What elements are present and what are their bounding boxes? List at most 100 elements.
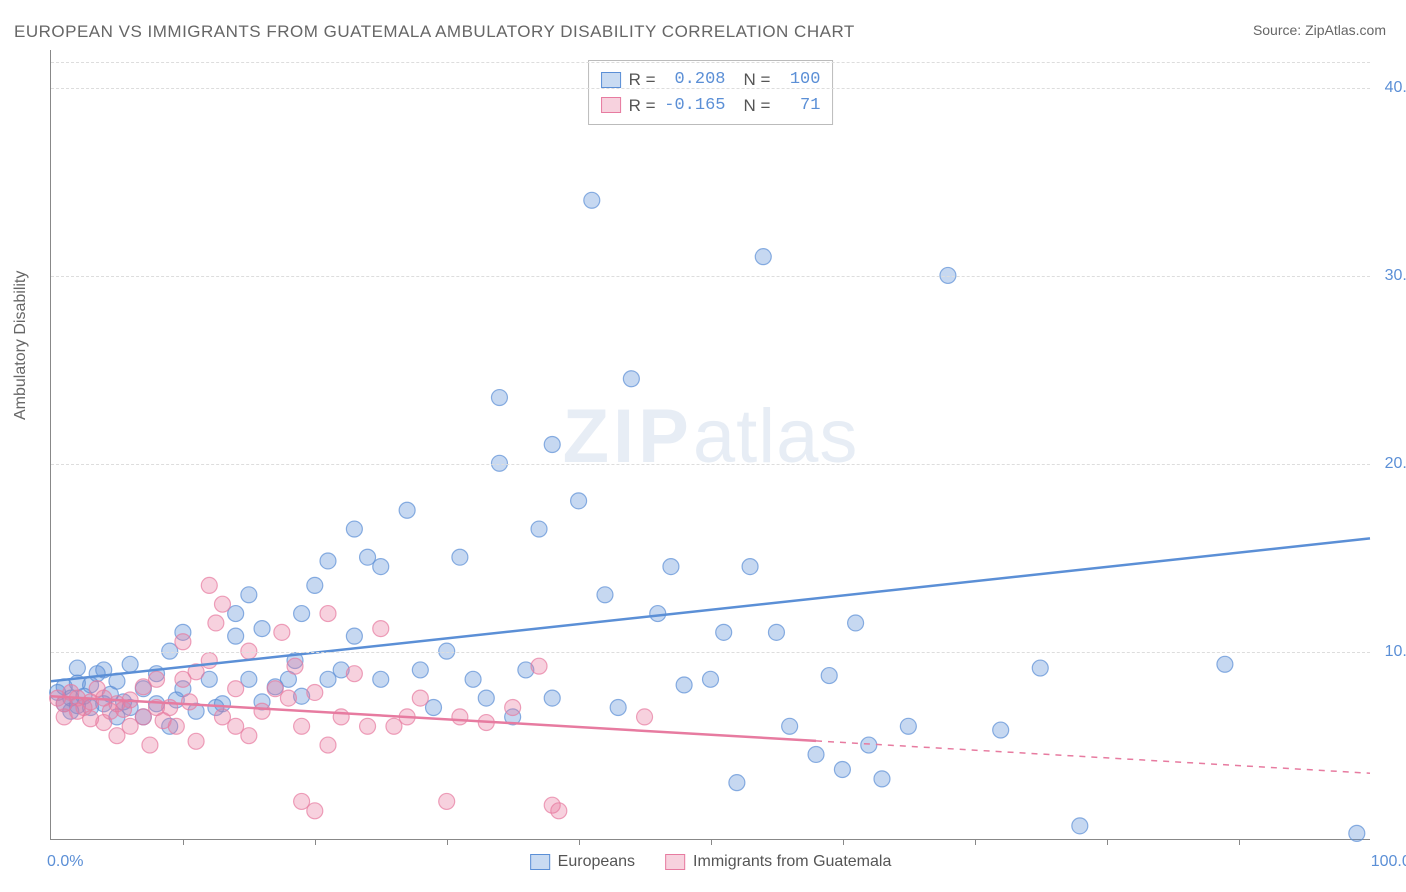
scatter-point xyxy=(254,703,270,719)
scatter-point xyxy=(505,700,521,716)
scatter-point xyxy=(373,671,389,687)
scatter-point xyxy=(412,690,428,706)
scatter-point xyxy=(142,737,158,753)
plot-area: ZIPatlas R =0.208N =100R =-0.165N =71 Eu… xyxy=(50,50,1370,840)
scatter-point xyxy=(149,671,165,687)
scatter-point xyxy=(821,668,837,684)
legend-swatch xyxy=(530,854,550,870)
scatter-point xyxy=(333,709,349,725)
legend-item: Immigrants from Guatemala xyxy=(665,853,891,871)
scatter-point xyxy=(320,553,336,569)
chart-svg xyxy=(51,50,1370,839)
scatter-point xyxy=(1349,825,1365,841)
scatter-point xyxy=(597,587,613,603)
scatter-point xyxy=(650,606,666,622)
x-tick xyxy=(711,839,712,845)
scatter-point xyxy=(287,658,303,674)
scatter-point xyxy=(900,718,916,734)
scatter-point xyxy=(551,803,567,819)
scatter-point xyxy=(241,587,257,603)
trend-line xyxy=(51,538,1370,681)
scatter-point xyxy=(373,621,389,637)
x-tick xyxy=(447,839,448,845)
x-tick-label: 100.0% xyxy=(1371,853,1406,871)
grid-line xyxy=(51,464,1370,465)
scatter-point xyxy=(122,656,138,672)
scatter-point xyxy=(703,671,719,687)
scatter-point xyxy=(676,677,692,693)
scatter-point xyxy=(874,771,890,787)
scatter-point xyxy=(465,671,481,687)
scatter-point xyxy=(168,718,184,734)
scatter-point xyxy=(412,662,428,678)
scatter-point xyxy=(729,775,745,791)
scatter-point xyxy=(346,628,362,644)
x-tick xyxy=(1239,839,1240,845)
trend-line-extrapolated xyxy=(816,741,1370,773)
scatter-point xyxy=(584,192,600,208)
stat-n-label: N = xyxy=(744,67,771,93)
scatter-point xyxy=(571,493,587,509)
scatter-point xyxy=(280,690,296,706)
scatter-point xyxy=(439,793,455,809)
grid-line xyxy=(51,652,1370,653)
y-tick-label: 10.0% xyxy=(1375,643,1406,661)
chart-title: EUROPEAN VS IMMIGRANTS FROM GUATEMALA AM… xyxy=(14,22,855,42)
y-tick-label: 20.0% xyxy=(1375,455,1406,473)
scatter-point xyxy=(307,684,323,700)
stat-r-value: 0.208 xyxy=(664,67,726,93)
x-tick xyxy=(183,839,184,845)
stat-n-value: 100 xyxy=(778,67,820,93)
scatter-point xyxy=(182,694,198,710)
legend-label: Immigrants from Guatemala xyxy=(693,853,891,871)
scatter-point xyxy=(848,615,864,631)
scatter-point xyxy=(294,606,310,622)
scatter-point xyxy=(834,762,850,778)
stats-row: R =0.208N =100 xyxy=(601,67,821,93)
scatter-point xyxy=(452,709,468,725)
x-tick xyxy=(315,839,316,845)
y-tick-label: 40.0% xyxy=(1375,79,1406,97)
scatter-point xyxy=(201,577,217,593)
scatter-point xyxy=(208,615,224,631)
legend-swatch xyxy=(601,97,621,113)
legend-swatch xyxy=(601,72,621,88)
scatter-point xyxy=(808,746,824,762)
legend-label: Europeans xyxy=(558,853,635,871)
scatter-point xyxy=(993,722,1009,738)
legend-swatch xyxy=(665,854,685,870)
stat-r-value: -0.165 xyxy=(664,93,726,119)
scatter-point xyxy=(768,624,784,640)
scatter-point xyxy=(346,521,362,537)
scatter-point xyxy=(716,624,732,640)
scatter-point xyxy=(637,709,653,725)
scatter-point xyxy=(623,371,639,387)
x-tick xyxy=(579,839,580,845)
y-axis-label: Ambulatory Disability xyxy=(12,271,30,420)
x-tick xyxy=(1107,839,1108,845)
scatter-point xyxy=(307,577,323,593)
grid-line xyxy=(51,88,1370,89)
legend-item: Europeans xyxy=(530,853,635,871)
scatter-point xyxy=(214,596,230,612)
y-tick-label: 30.0% xyxy=(1375,267,1406,285)
scatter-point xyxy=(861,737,877,753)
scatter-point xyxy=(307,803,323,819)
scatter-point xyxy=(1032,660,1048,676)
x-tick xyxy=(975,839,976,845)
scatter-point xyxy=(544,690,560,706)
stats-legend: R =0.208N =100R =-0.165N =71 xyxy=(588,60,834,125)
stat-r-label: R = xyxy=(629,93,656,119)
scatter-point xyxy=(175,634,191,650)
scatter-point xyxy=(531,658,547,674)
scatter-point xyxy=(241,728,257,744)
x-tick xyxy=(843,839,844,845)
scatter-point xyxy=(478,690,494,706)
scatter-point xyxy=(373,559,389,575)
scatter-point xyxy=(742,559,758,575)
grid-line xyxy=(51,276,1370,277)
scatter-point xyxy=(663,559,679,575)
scatter-point xyxy=(531,521,547,537)
stat-n-label: N = xyxy=(744,93,771,119)
scatter-point xyxy=(360,718,376,734)
